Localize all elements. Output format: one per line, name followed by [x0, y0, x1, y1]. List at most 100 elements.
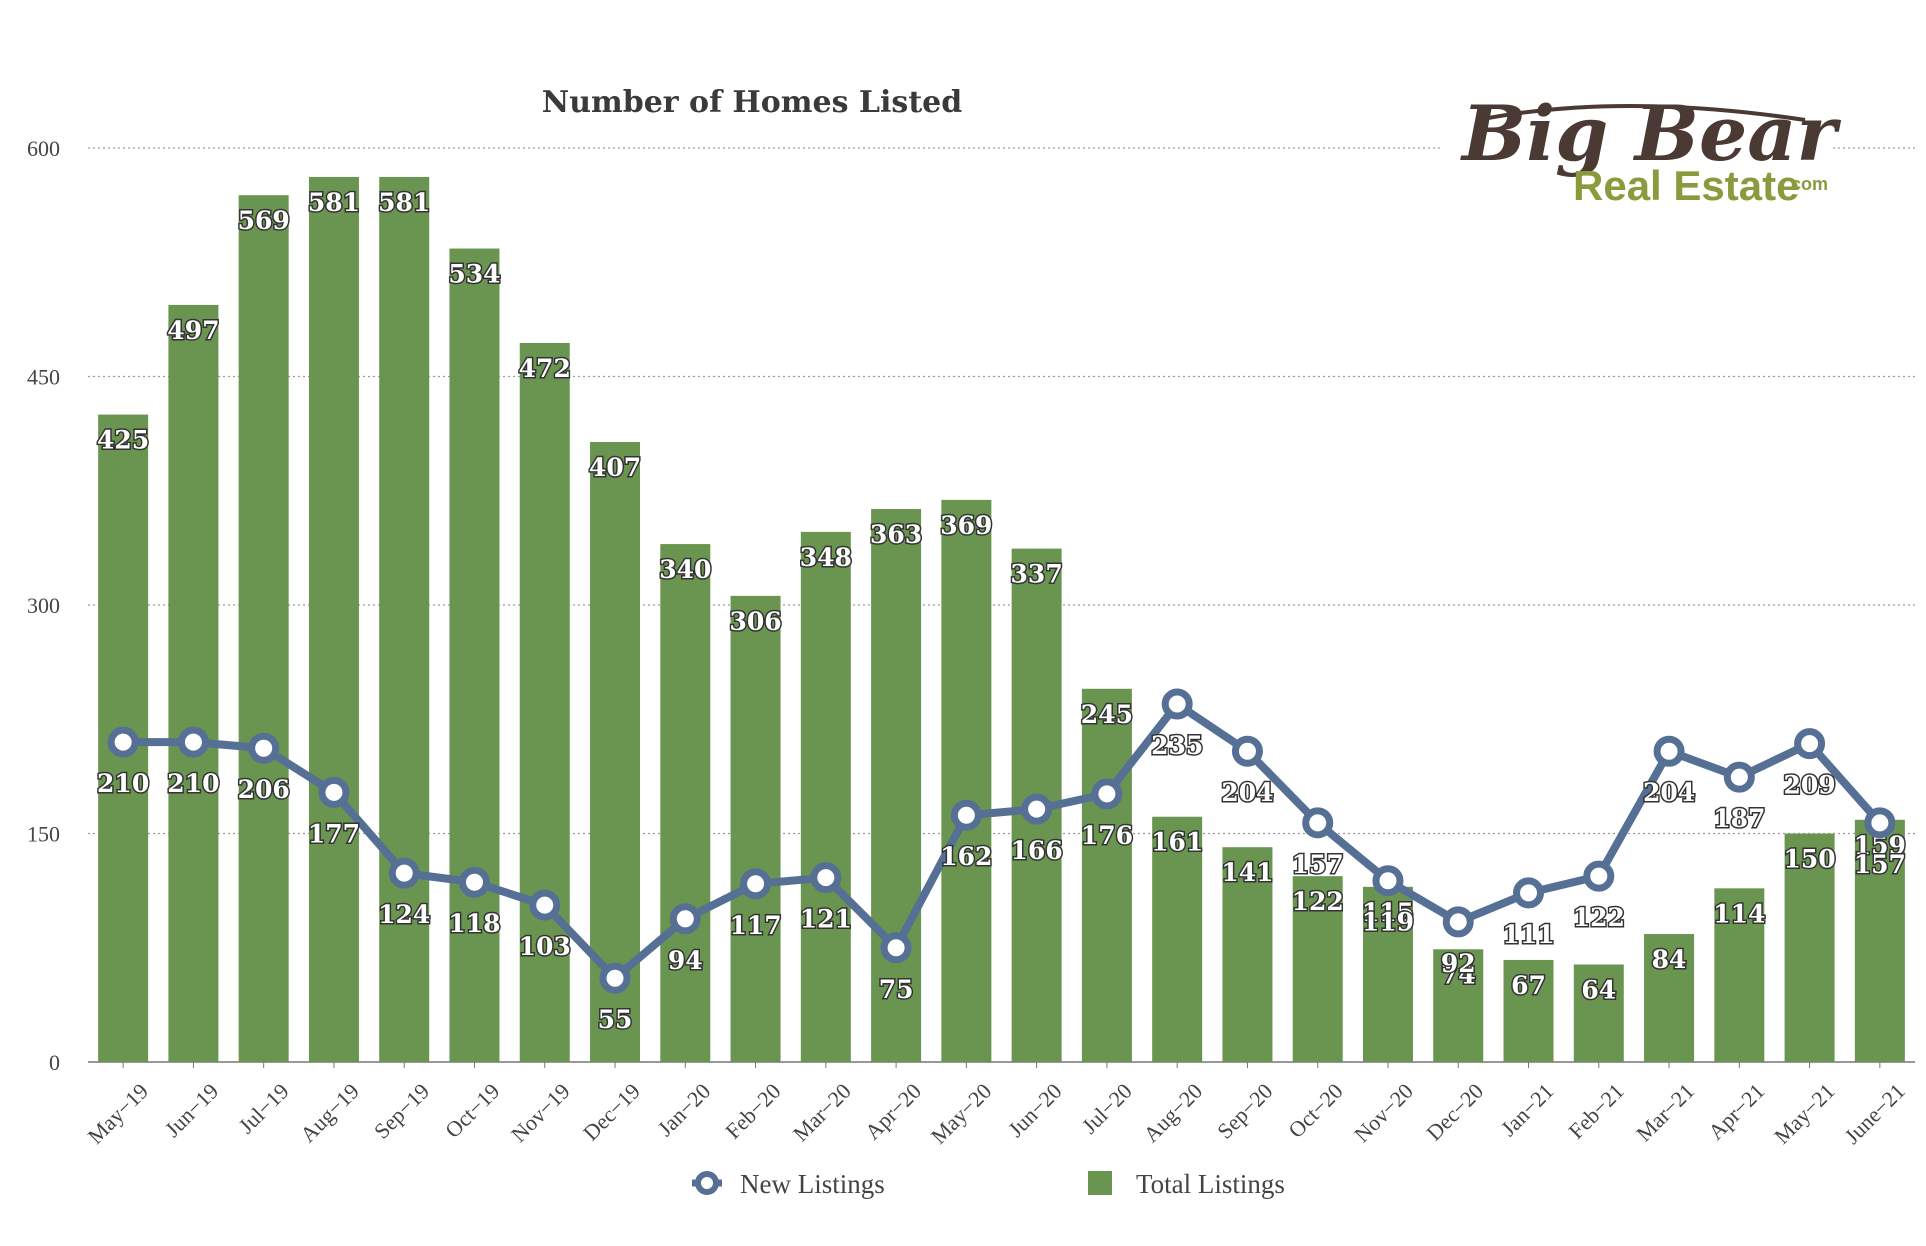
- bar-value-label: 472: [519, 354, 571, 383]
- legend-label-new-listings: New Listings: [740, 1169, 885, 1199]
- line-value-label: 204: [1221, 778, 1273, 807]
- bar-value-label: 337: [1011, 560, 1063, 589]
- bar: [1433, 949, 1484, 1062]
- x-tick-label: Jul−20: [1077, 1078, 1137, 1138]
- x-tick-label: Sep−20: [1212, 1078, 1277, 1143]
- line-value-label: 166: [1011, 836, 1063, 865]
- line-marker: [1161, 688, 1193, 720]
- bar: [941, 499, 992, 1062]
- bar-value-label: 122: [1292, 887, 1344, 916]
- line-value-label: 75: [879, 975, 914, 1004]
- bar: [1222, 847, 1273, 1062]
- line-value-label: 103: [519, 932, 571, 961]
- line-value-label: 157: [1854, 850, 1906, 879]
- bar-value-label: 340: [659, 555, 711, 584]
- x-tick-label: Apr−21: [1703, 1078, 1769, 1144]
- x-tick-label: Sep−19: [369, 1078, 434, 1143]
- x-tick-label: Jul−19: [233, 1078, 293, 1138]
- line-value-label: 210: [167, 769, 219, 798]
- x-axis: May−19 Jun−19 Jul−19 Aug−19 Sep−19 Oct−19 Nov−…: [83, 1062, 1910, 1149]
- line-value-label: 209: [1784, 771, 1836, 800]
- bar: [1714, 888, 1765, 1062]
- line-marker: [318, 776, 350, 808]
- bar: [519, 342, 570, 1062]
- logo-subtitle: Real Estate: [1573, 162, 1799, 209]
- line-marker: [388, 857, 420, 889]
- x-tick-label: May−20: [926, 1078, 997, 1149]
- line-marker: [599, 962, 631, 994]
- line-marker: [1372, 865, 1404, 897]
- bar: [379, 176, 430, 1062]
- y-tick-label: 450: [27, 365, 60, 390]
- line-marker: [669, 903, 701, 935]
- chart-title: Number of Homes Listed: [542, 85, 962, 120]
- bar-value-label: 569: [238, 206, 290, 235]
- line-value-label: 119: [1362, 908, 1414, 937]
- x-tick-label: June−21: [1839, 1078, 1910, 1149]
- line-value-label: 122: [1573, 903, 1625, 932]
- gridlines: [88, 147, 1915, 1063]
- bar-value-label: 74: [1441, 960, 1476, 989]
- x-tick-label: Jan−20: [653, 1078, 716, 1141]
- y-tick-label: 600: [27, 136, 60, 161]
- line-marker: [1794, 728, 1826, 760]
- line-marker: [1021, 793, 1053, 825]
- line-value-label: 92: [1441, 949, 1476, 978]
- line-marker: [1723, 761, 1755, 793]
- line-value-label: 177: [308, 819, 360, 848]
- line-value-label: 118: [448, 909, 500, 938]
- line-value-label: 94: [668, 946, 703, 975]
- line-marker: [880, 932, 912, 964]
- bar: [1854, 819, 1905, 1062]
- bar: [660, 544, 711, 1062]
- bar-value-label: 425: [97, 426, 149, 455]
- bar: [308, 176, 359, 1062]
- bar: [1081, 688, 1132, 1062]
- x-tick-label: Jun−20: [1003, 1078, 1067, 1142]
- bar-series-total-listings: 425 497 569 581 581 534 472 407 340 306 348 363 369 3…: [96, 176, 1907, 1063]
- bar: [1362, 886, 1413, 1062]
- bar: [168, 304, 219, 1062]
- line-marker: [248, 732, 280, 764]
- x-tick-label: Nov−20: [1349, 1078, 1418, 1147]
- x-tick-label: Dec−20: [1421, 1078, 1488, 1145]
- bar-value-label: 159: [1854, 831, 1906, 860]
- bar-value-label: 84: [1652, 945, 1687, 974]
- x-tick-label: Aug−20: [1138, 1078, 1207, 1147]
- big-bear-logo: Big Bear Real Estate .com: [1440, 89, 1842, 217]
- x-tick-label: Oct−20: [1283, 1078, 1347, 1142]
- logo-wordmark: Big Bear: [1460, 89, 1842, 178]
- bar-value-label: 348: [800, 543, 852, 572]
- line-value-label: 55: [598, 1005, 633, 1034]
- legend: New Listings Total Listings: [692, 1169, 1285, 1199]
- bar: [1152, 816, 1203, 1062]
- line-series-new-listings: 210 210 206 177 124 118 103 55 94 117 121 75 162 166 1…: [96, 688, 1907, 1036]
- logo-swoosh: [1477, 104, 1806, 122]
- x-tick-label: Mar−21: [1631, 1078, 1699, 1146]
- bar: [871, 509, 922, 1062]
- bar: [1573, 964, 1624, 1062]
- line-value-label: 206: [238, 775, 290, 804]
- x-tick-label: Apr−20: [860, 1078, 926, 1144]
- bar-value-label: 141: [1221, 858, 1273, 887]
- line-marker: [1442, 906, 1474, 938]
- x-tick-label: Aug−19: [295, 1078, 364, 1147]
- x-tick-label: Feb−20: [720, 1078, 785, 1143]
- x-tick-label: May−19: [83, 1078, 154, 1149]
- line-value-label: 176: [1081, 821, 1133, 850]
- line-marker: [1653, 735, 1685, 767]
- bar-value-label: 306: [729, 607, 781, 636]
- line-marker: [177, 726, 209, 758]
- line-marker: [1231, 735, 1263, 767]
- line-marker: [529, 889, 561, 921]
- x-tick-label: Nov−19: [506, 1078, 575, 1147]
- bar: [1503, 959, 1554, 1062]
- line-value-label: 124: [378, 900, 430, 929]
- line-marker: [950, 799, 982, 831]
- bar-value-label: 407: [589, 453, 641, 482]
- x-tick-label: Feb−21: [1563, 1078, 1628, 1143]
- bar: [1784, 833, 1835, 1062]
- bar-value-label: 150: [1784, 845, 1836, 874]
- x-tick-label: Jan−21: [1496, 1078, 1559, 1141]
